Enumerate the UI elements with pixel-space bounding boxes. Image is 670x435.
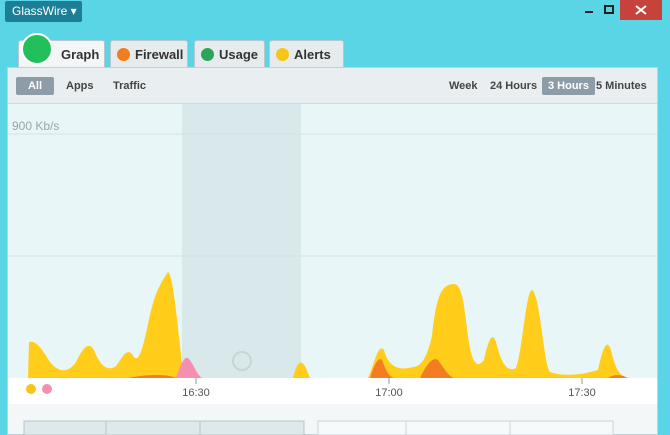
range[interactable]: 24 Hours [490,80,538,92]
time-label: 16:30 [182,387,210,399]
tab-label: Graph [61,47,100,62]
range-selected[interactable]: 3 Hours [542,77,595,95]
event-marker[interactable] [232,351,252,371]
time-axis [8,378,657,404]
tab[interactable]: Alerts [269,40,344,68]
tab-label: Alerts [294,47,331,62]
close-icon [635,5,647,15]
range[interactable]: 5 Minutes [596,80,647,92]
range[interactable]: Week [449,80,478,92]
legend-icon [42,384,52,394]
window-controls [585,0,662,20]
selection-band [182,104,301,378]
maximize[interactable] [604,5,614,14]
timeline-strip[interactable] [23,420,305,435]
tab-label: Firewall [135,47,184,62]
timeline-strip[interactable] [317,420,614,435]
tab-label: Usage [219,47,259,62]
tab[interactable]: Usage [194,40,265,68]
status-icon [21,33,53,65]
tab[interactable]: Firewall [110,40,188,68]
time-label: 17:30 [568,387,596,399]
tab-icon [201,48,214,61]
tab-icon [117,48,130,61]
traffic-area [28,272,628,378]
filter-all[interactable]: All [16,77,54,95]
graph: 900 Kb/s 16:30 17:00 17:30 [8,104,657,435]
tab[interactable]: Graph [18,33,105,68]
app-menu-label: GlassWire [12,4,68,18]
scale-label: 900 Kb/s [12,119,59,133]
filter[interactable]: Apps [66,80,94,92]
tab-icon [276,48,289,61]
legend-icon [26,384,36,394]
outgoing-area [128,359,628,378]
filter[interactable]: Traffic [113,80,147,92]
incoming-area [176,357,202,378]
time-label: 17:00 [375,387,403,399]
app-menu[interactable]: GlassWire ▾ [5,1,82,22]
graph-bg [8,104,657,378]
